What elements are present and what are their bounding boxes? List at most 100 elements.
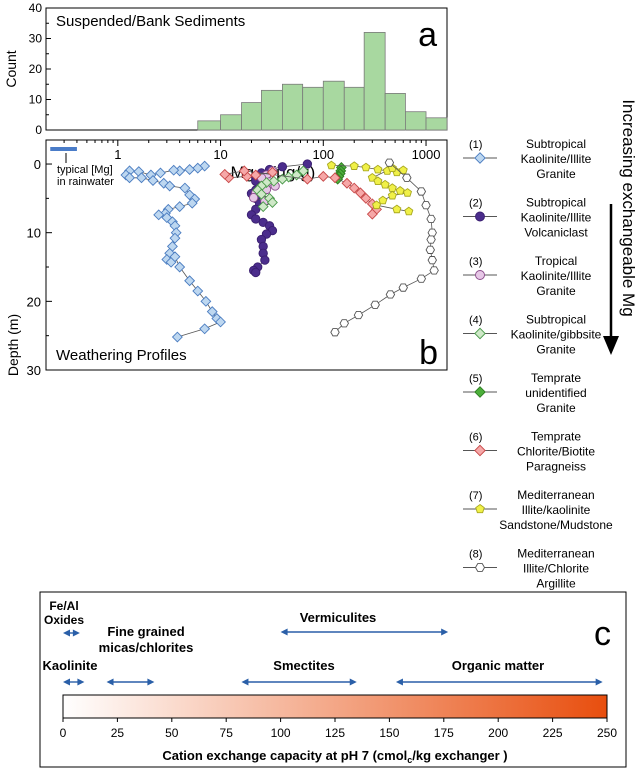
legend-line-2: Kaolinite/Illite bbox=[521, 211, 592, 225]
series-1 bbox=[120, 160, 227, 343]
legend-item-7: (7) MediterraneanIllite/kaoliniteSandston… bbox=[463, 488, 613, 532]
data-point bbox=[385, 290, 396, 299]
data-point bbox=[251, 214, 261, 224]
legend-line-3: Argillite bbox=[536, 577, 576, 591]
data-point bbox=[426, 235, 436, 244]
data-point bbox=[421, 201, 431, 210]
data-point bbox=[380, 179, 390, 189]
data-point bbox=[427, 228, 437, 237]
range-label-micas-1: Fine grained bbox=[107, 624, 184, 639]
legend-line-1: Temprate bbox=[531, 371, 581, 385]
panel-b-title: Weathering Profiles bbox=[56, 347, 187, 364]
range-label-smectites: Smectites bbox=[273, 658, 334, 673]
data-point bbox=[398, 165, 408, 175]
legend-number: (4) bbox=[469, 315, 482, 327]
rainwater-label-2: in rainwater bbox=[57, 176, 114, 188]
legend-line-1: Temprate bbox=[531, 430, 581, 444]
panel-a-histogram: 0 10 20 30 40 Suspended/Bank Sediments Count a bbox=[3, 1, 448, 137]
data-point bbox=[339, 319, 349, 328]
data-point bbox=[416, 274, 427, 283]
legend-marker bbox=[475, 270, 485, 280]
histogram-bar bbox=[302, 86, 324, 131]
panel-letter-a: a bbox=[418, 16, 437, 54]
data-point bbox=[398, 283, 408, 292]
range-arrow-smectites-head-right bbox=[349, 678, 357, 686]
cec-tick-label: 25 bbox=[111, 726, 125, 740]
range-arrow-organic-head-left bbox=[395, 678, 403, 686]
legend-line-1: Subtropical bbox=[526, 313, 586, 327]
range-arrow-kaolinite-head-right bbox=[77, 678, 85, 686]
histogram-bar bbox=[405, 111, 427, 131]
y-tick-label: 0 bbox=[35, 123, 42, 137]
x-tick-label: 10 bbox=[213, 147, 227, 162]
data-point bbox=[329, 172, 341, 184]
series-4 bbox=[252, 165, 309, 213]
data-point bbox=[174, 261, 186, 273]
histogram-bar bbox=[343, 86, 365, 131]
data-point bbox=[416, 187, 427, 196]
data-point bbox=[164, 180, 176, 192]
cec-tick-label: 250 bbox=[597, 726, 617, 740]
data-point bbox=[373, 176, 383, 186]
cec-xlabel: Cation exchange capacity at pH 7 (cmolc/… bbox=[162, 748, 507, 765]
data-point bbox=[147, 175, 159, 186]
legend-line-2: Illite/kaolinite bbox=[522, 503, 591, 517]
data-point bbox=[354, 187, 366, 199]
data-point bbox=[341, 177, 353, 189]
data-point bbox=[330, 328, 340, 337]
legend-marker bbox=[474, 327, 486, 340]
range-label-micas-2: micas/chlorites bbox=[99, 640, 194, 655]
legend-line-1: Subtropical bbox=[526, 196, 586, 210]
data-point bbox=[260, 255, 270, 265]
data-point bbox=[378, 195, 388, 205]
legend-number: (6) bbox=[469, 432, 482, 444]
data-point bbox=[179, 182, 191, 194]
data-point bbox=[153, 209, 165, 221]
data-point bbox=[361, 162, 371, 172]
histogram-bar bbox=[425, 117, 448, 131]
legend-item-2: (2) SubtropicalKaolinite/IlliteVolcanicla… bbox=[463, 196, 592, 240]
cec-tick-label: 50 bbox=[165, 726, 179, 740]
data-point bbox=[255, 188, 267, 200]
panel-a-title: Suspended/Bank Sediments bbox=[56, 13, 245, 30]
legend-line-2: Kaolinite/Illite bbox=[521, 152, 592, 166]
legend-line-2: Kaolinite/gibbsite bbox=[511, 328, 602, 342]
range-arrow-vermiculites-head-right bbox=[441, 628, 449, 636]
data-point bbox=[429, 266, 439, 275]
data-point bbox=[174, 201, 186, 213]
panel-a-ylabel: Count bbox=[3, 50, 19, 87]
data-point bbox=[360, 192, 372, 204]
data-point bbox=[154, 167, 166, 179]
data-point bbox=[219, 168, 231, 180]
y-tick-label: 40 bbox=[29, 1, 43, 15]
data-point bbox=[277, 162, 288, 172]
data-point bbox=[392, 204, 402, 214]
data-point bbox=[395, 186, 405, 195]
legend-marker bbox=[474, 563, 486, 572]
data-point bbox=[372, 200, 382, 210]
x-tick-label: 1000 bbox=[412, 147, 441, 162]
panel-letter-c: c bbox=[594, 615, 611, 653]
range-arrow-micas-head-left bbox=[106, 678, 114, 686]
data-point bbox=[266, 166, 278, 178]
range-arrow-organic-head-right bbox=[595, 678, 603, 686]
histogram-bar bbox=[322, 80, 345, 131]
histogram-bar bbox=[261, 89, 283, 131]
x-tick-label: 1 bbox=[114, 147, 121, 162]
data-point bbox=[184, 275, 196, 287]
data-point bbox=[317, 170, 329, 182]
legend-line-1: Mediterranean bbox=[517, 547, 594, 561]
data-point bbox=[168, 164, 180, 176]
data-point bbox=[402, 188, 413, 197]
y-tick-label: 20 bbox=[29, 62, 43, 76]
y-tick-label: 30 bbox=[27, 363, 41, 378]
range-arrow-smectites-head-left bbox=[241, 678, 249, 686]
data-point bbox=[124, 172, 135, 184]
data-point bbox=[184, 164, 196, 175]
legend-marker bbox=[475, 503, 485, 514]
data-point bbox=[199, 323, 211, 335]
